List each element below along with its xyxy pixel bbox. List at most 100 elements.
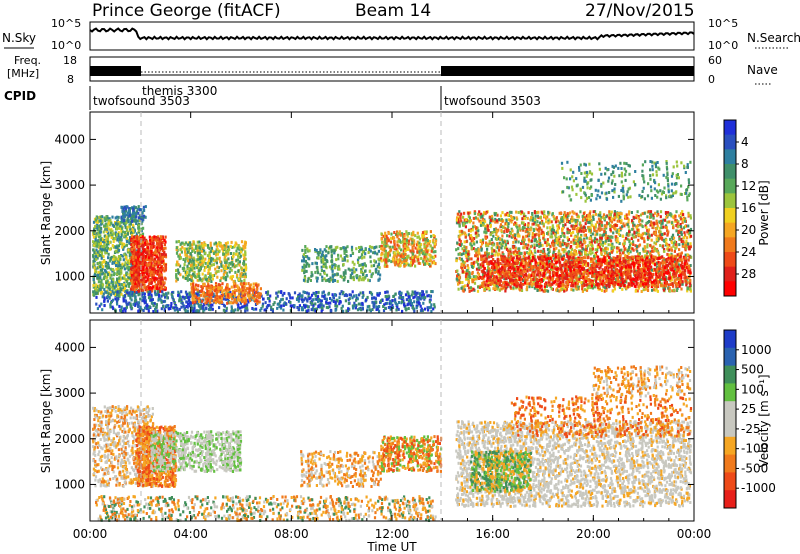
power-cell: [117, 234, 120, 238]
power-cell: [96, 261, 99, 265]
power-cell: [105, 264, 108, 268]
power-cell: [100, 302, 103, 306]
power-cell: [203, 249, 206, 253]
power-cell: [238, 306, 242, 310]
power-cell: [123, 286, 127, 290]
power-cell: [315, 307, 319, 311]
power-cell: [242, 305, 245, 309]
power-cell: [133, 261, 136, 265]
power-cell: [243, 275, 246, 279]
power-cell: [279, 306, 283, 310]
power-cell: [224, 297, 227, 301]
power-cell: [117, 257, 120, 260]
power-cell: [108, 271, 111, 275]
power-cell: [317, 305, 320, 309]
power-cell: [244, 282, 247, 286]
power-cell: [101, 265, 105, 269]
power-cell: [149, 273, 152, 277]
power-cell: [146, 240, 149, 244]
power-cell: [212, 263, 215, 267]
power-cell: [143, 292, 146, 296]
power-cell: [199, 307, 202, 311]
power-cell: [572, 238, 575, 242]
power-cell: [397, 263, 400, 267]
power-cell: [298, 297, 301, 300]
power-cell: [188, 304, 191, 308]
power-cell: [204, 293, 207, 297]
power-cell: [153, 265, 156, 269]
power-cell: [126, 266, 129, 270]
power-cell: [352, 294, 355, 298]
power-cell: [344, 246, 348, 250]
power-cell: [429, 240, 432, 243]
power-cell: [212, 292, 215, 296]
power-cell: [218, 301, 221, 304]
power-cell: [402, 296, 405, 299]
power-cell: [148, 256, 151, 260]
power-cell: [148, 235, 151, 239]
power-cell: [378, 277, 381, 281]
power-cell: [116, 265, 120, 269]
power-cell: [131, 276, 134, 280]
power-cell: [158, 286, 161, 290]
power-cell: [356, 308, 360, 312]
power-cell: [140, 278, 143, 282]
power-cell: [329, 297, 332, 300]
power-cell: [100, 249, 103, 253]
power-cell: [430, 303, 433, 307]
power-cell: [163, 285, 166, 289]
power-cell: [227, 252, 230, 256]
noise-right-top-tick: 10^5: [708, 17, 738, 30]
power-cell: [369, 260, 372, 264]
power-cell: [329, 276, 332, 280]
power-cell: [193, 274, 197, 278]
power-cell: [115, 261, 118, 265]
power-cell: [126, 289, 129, 293]
power-cell: [153, 284, 156, 288]
power-cell: [96, 276, 99, 280]
power-cell: [242, 260, 246, 263]
power-cell: [200, 285, 203, 289]
power-cell: [136, 235, 139, 238]
power-cell: [418, 302, 421, 306]
power-cell: [153, 302, 156, 306]
power-cell: [95, 288, 98, 292]
power-cell: [163, 299, 167, 303]
power-cell: [266, 296, 270, 300]
power-cell: [371, 308, 374, 311]
power-cell: [420, 256, 423, 260]
power-cell: [215, 270, 218, 274]
power-cell: [107, 252, 110, 256]
power-cell: [138, 292, 141, 296]
power-cell: [156, 235, 159, 239]
power-cell: [107, 273, 110, 276]
power-cell: [143, 260, 146, 264]
power-cell: [112, 240, 115, 243]
power-cell: [154, 309, 157, 313]
power-cell: [412, 296, 415, 300]
power-cell: [221, 290, 224, 294]
power-cell: [130, 274, 134, 278]
power-cell: [200, 289, 203, 293]
power-cell: [105, 281, 108, 285]
power-cell: [97, 273, 100, 277]
cpid-label: CPID: [4, 89, 36, 103]
power-cell: [341, 257, 344, 261]
power-cell: [141, 240, 144, 244]
power-cell: [412, 233, 415, 237]
power-cell: [385, 295, 388, 299]
power-cell: [370, 275, 373, 279]
power-cell: [207, 259, 210, 263]
power-cell: [297, 299, 300, 303]
power-cell: [266, 290, 270, 294]
power-cell: [316, 276, 319, 280]
power-cell: [304, 251, 307, 254]
power-cell: [103, 243, 106, 247]
power-cell: [119, 263, 122, 267]
power-cell: [317, 299, 320, 303]
power-cell: [122, 264, 125, 268]
power-cell: [130, 230, 133, 234]
power-cell: [209, 301, 212, 305]
power-cell: [156, 238, 159, 242]
power-cell: [464, 225, 467, 229]
